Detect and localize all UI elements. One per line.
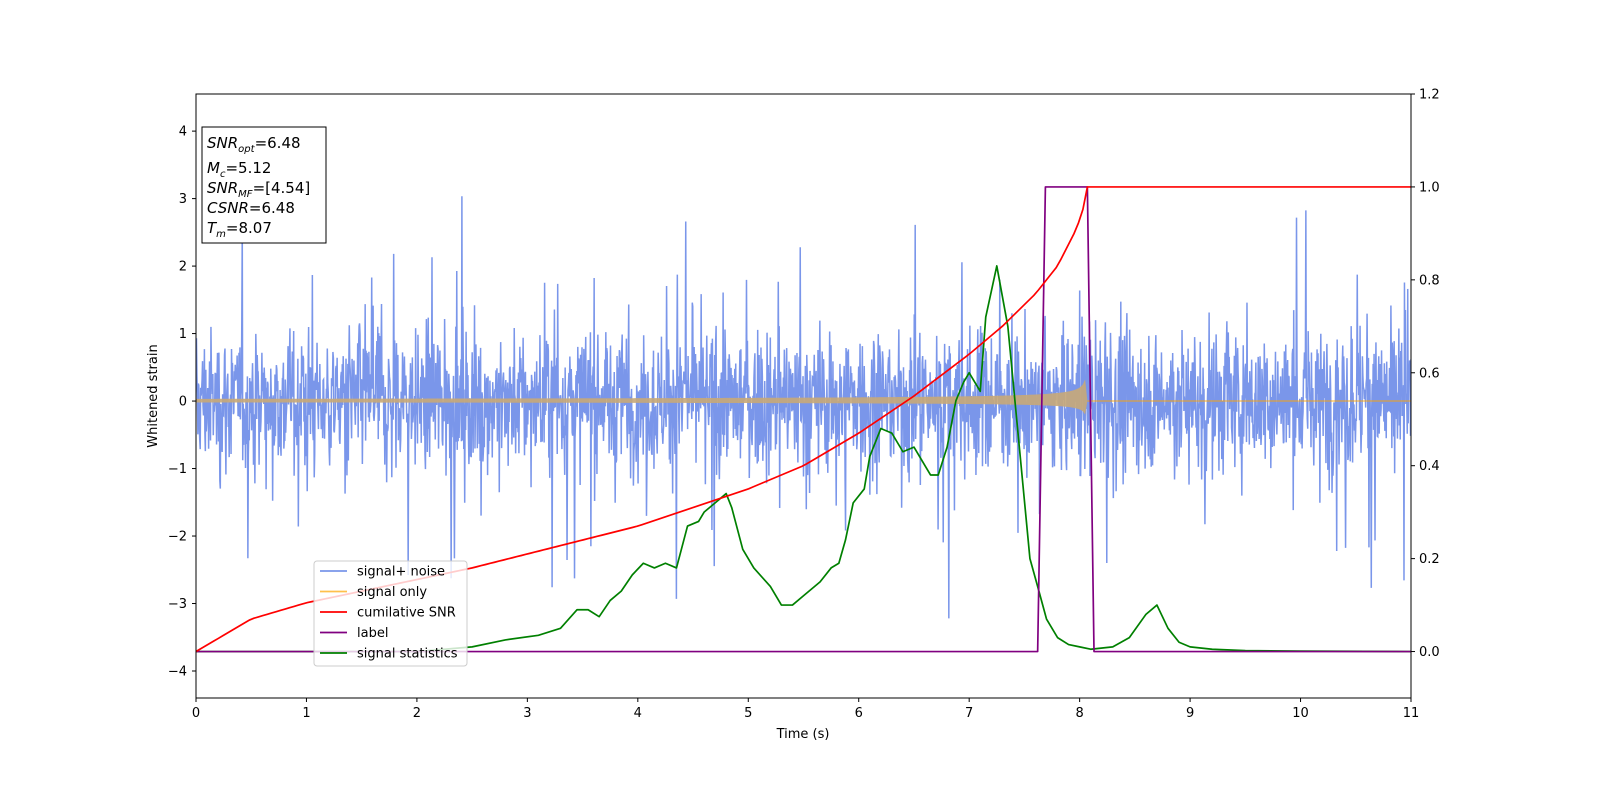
legend-label: signal only bbox=[357, 585, 427, 600]
series-signal-statistics bbox=[196, 265, 1411, 653]
y2-tick-label: 0.4 bbox=[1419, 459, 1440, 474]
label-line bbox=[196, 186, 1411, 653]
legend-label: label bbox=[357, 626, 388, 641]
x-axis-ticks: 0 1 2 3 4 5 6 7 8 9 10 11 bbox=[192, 698, 1419, 721]
x-tick-label: 5 bbox=[744, 706, 752, 721]
series-label bbox=[196, 186, 1411, 653]
legend: signal+ noise signal only cumilative SNR la… bbox=[313, 560, 468, 667]
x-tick-label: 4 bbox=[634, 706, 642, 721]
x-tick-label: 6 bbox=[855, 706, 863, 721]
y-tick-label: 2 bbox=[179, 260, 187, 275]
y-tick-label: 1 bbox=[179, 327, 187, 342]
x-tick-label: 3 bbox=[523, 706, 531, 721]
y-axis-ticks: −4 −3 −2 −1 0 1 2 3 4 bbox=[168, 125, 196, 680]
legend-label: cumilative SNR bbox=[357, 606, 456, 621]
signal-plus-noise-line bbox=[196, 196, 1411, 619]
legend-label: signal+ noise bbox=[357, 565, 445, 580]
x-tick-label: 1 bbox=[302, 706, 310, 721]
plot-frame bbox=[195, 93, 1412, 699]
x-tick-label: 10 bbox=[1292, 706, 1309, 721]
series-signal-only bbox=[196, 379, 1411, 415]
legend-label: signal statistics bbox=[357, 647, 458, 662]
x-tick-label: 7 bbox=[965, 706, 973, 721]
y2-tick-label: 1.2 bbox=[1419, 88, 1440, 103]
stats-line: Mc=5.12 bbox=[207, 159, 271, 180]
y2-tick-label: 0.0 bbox=[1419, 645, 1440, 660]
y-tick-label: 3 bbox=[179, 192, 187, 207]
series-signal-plus-noise bbox=[196, 196, 1411, 619]
stats-line: SNRMF=[4.54] bbox=[207, 179, 310, 200]
y2-tick-label: 0.6 bbox=[1419, 366, 1440, 381]
x-tick-label: 11 bbox=[1403, 706, 1420, 721]
stats-line: CSNR=6.48 bbox=[207, 199, 295, 217]
stats-line: SNRopt=6.48 bbox=[207, 134, 301, 155]
y2-tick-label: 1.0 bbox=[1419, 180, 1440, 195]
y-tick-label: −3 bbox=[168, 597, 187, 612]
y-tick-label: 4 bbox=[179, 125, 187, 140]
x-tick-label: 2 bbox=[413, 706, 421, 721]
x-tick-label: 8 bbox=[1075, 706, 1083, 721]
x-axis-label: Time (s) bbox=[776, 727, 830, 742]
x-tick-label: 0 bbox=[192, 706, 200, 721]
y-tick-label: −4 bbox=[168, 665, 187, 680]
stats-line: Tm=8.07 bbox=[207, 219, 272, 240]
y-tick-label: −2 bbox=[168, 530, 187, 545]
y2-tick-label: 0.8 bbox=[1419, 273, 1440, 288]
x-tick-label: 9 bbox=[1186, 706, 1194, 721]
y-axis-label: Whitened strain bbox=[146, 344, 161, 447]
y-tick-label: −1 bbox=[168, 462, 187, 477]
y-tick-label: 0 bbox=[179, 395, 187, 410]
y2-tick-label: 0.2 bbox=[1419, 552, 1440, 567]
signal-statistics-line bbox=[196, 265, 1411, 653]
y2-axis-ticks: 0.0 0.2 0.4 0.6 0.8 1.0 1.2 bbox=[1411, 88, 1440, 660]
